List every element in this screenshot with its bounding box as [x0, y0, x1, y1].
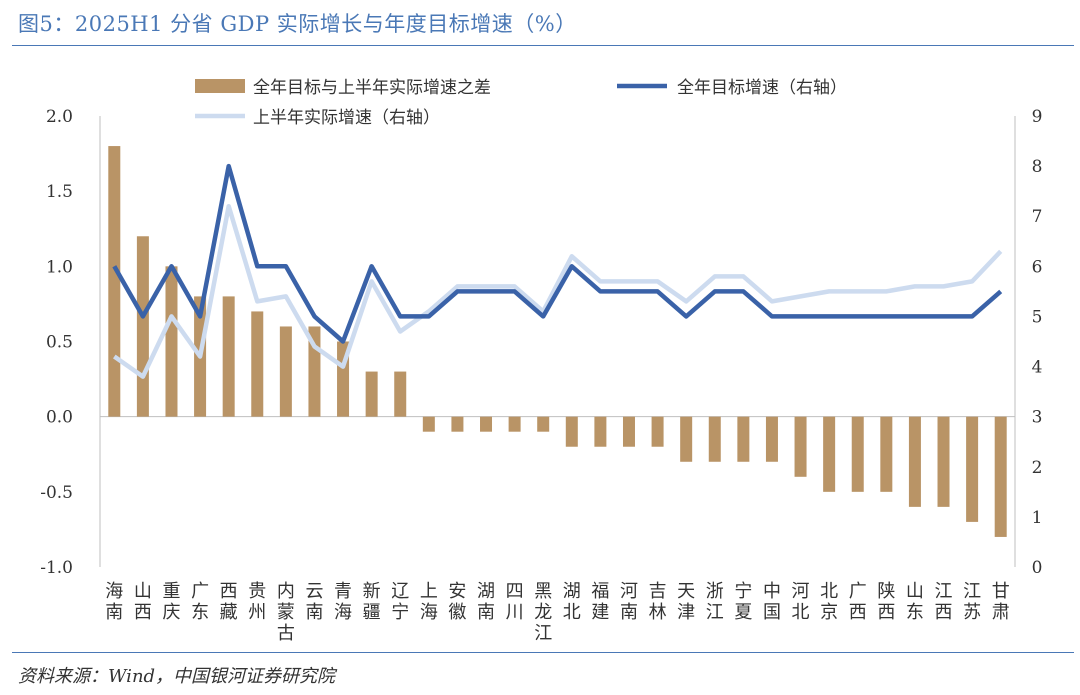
bar-广西 — [851, 416, 864, 492]
bar-内蒙古 — [279, 326, 292, 417]
x-label-陕西: 陕西 — [877, 581, 895, 623]
x-label-甘肃: 甘肃 — [992, 581, 1010, 623]
bar-安徽 — [451, 416, 464, 432]
right-tick-label: 5 — [1032, 307, 1043, 327]
bar-福建 — [594, 416, 607, 447]
x-label-西藏: 西藏 — [220, 581, 238, 623]
x-labels: 海南山西重庆广东西藏贵州内蒙古云南青海新疆辽宁上海安徽湖南四川黑龙江湖北福建河南… — [105, 581, 1009, 644]
x-label-中国: 中国 — [763, 581, 781, 623]
x-label-河北: 河北 — [792, 581, 810, 623]
right-tick-label: 7 — [1032, 207, 1043, 227]
x-label-重庆: 重庆 — [162, 581, 180, 623]
bar-江西 — [937, 416, 950, 507]
right-tick-label: 2 — [1032, 458, 1043, 478]
right-tick-label: 9 — [1032, 107, 1043, 127]
x-label-山西: 山西 — [134, 581, 152, 623]
x-label-安徽: 安徽 — [448, 581, 466, 623]
x-label-内蒙古: 内蒙古 — [277, 581, 295, 644]
bar-北京 — [823, 416, 836, 492]
x-label-山东: 山东 — [906, 581, 924, 623]
bar-辽宁 — [394, 371, 407, 417]
x-label-广西: 广西 — [849, 581, 867, 623]
x-label-黑龙江: 黑龙江 — [534, 581, 552, 644]
x-label-海南: 海南 — [105, 581, 123, 623]
legend-label-target-line: 全年目标增速（右轴） — [677, 78, 847, 98]
legend: 全年目标与上半年实际增速之差 全年目标增速（右轴） 上半年实际增速（右轴） — [195, 78, 847, 128]
bar-四川 — [508, 416, 521, 432]
footer-rule — [12, 652, 1074, 653]
x-label-福建: 福建 — [591, 581, 609, 623]
x-label-云南: 云南 — [305, 581, 323, 623]
source-note: 资料来源：Wind，中国银河证券研究院 — [18, 666, 336, 687]
x-label-广东: 广东 — [191, 581, 209, 623]
x-label-浙江: 浙江 — [706, 581, 724, 623]
x-label-江苏: 江苏 — [963, 581, 981, 623]
bar-吉林 — [651, 416, 664, 447]
x-label-青海: 青海 — [334, 581, 352, 623]
x-label-上海: 上海 — [420, 581, 438, 623]
bar-甘肃 — [994, 416, 1007, 537]
series-line-annual-target — [112, 163, 1003, 344]
bar-黑龙江 — [537, 416, 550, 432]
bar-山东 — [908, 416, 921, 507]
title-rule — [12, 45, 1074, 46]
right-tick-label: 3 — [1032, 408, 1043, 428]
x-label-辽宁: 辽宁 — [391, 581, 409, 623]
right-tick-label: 8 — [1032, 157, 1043, 177]
bar-湖南 — [480, 416, 493, 432]
bar-河北 — [794, 416, 807, 477]
x-label-江西: 江西 — [935, 581, 953, 623]
bar-江苏 — [966, 416, 979, 522]
x-label-湖南: 湖南 — [477, 581, 495, 623]
left-tick-label: 0.0 — [46, 408, 73, 428]
left-tick-label: 0.5 — [46, 333, 73, 353]
axes: 2.0 1.5 1.0 0.5 0.0 -0.5 -1.0 9 8 7 6 5 4 3 2 1 0 — [40, 107, 1042, 578]
bar-上海 — [422, 416, 435, 432]
left-tick-label: 1.5 — [46, 182, 73, 202]
legend-swatch-bar — [195, 79, 245, 93]
left-tick-label: 2.0 — [46, 107, 73, 127]
bar-宁夏 — [737, 416, 750, 462]
x-label-河南: 河南 — [620, 581, 638, 623]
bar-海南 — [108, 146, 121, 417]
x-label-湖北: 湖北 — [563, 581, 581, 623]
chart: 全年目标与上半年实际增速之差 全年目标增速（右轴） 上半年实际增速（右轴） 2.… — [40, 78, 1042, 644]
lines — [112, 163, 1003, 379]
x-label-四川: 四川 — [506, 581, 524, 623]
left-tick-label: -0.5 — [40, 483, 73, 503]
left-tick-label: -1.0 — [40, 558, 73, 578]
x-label-北京: 北京 — [820, 581, 838, 623]
bar-陕西 — [880, 416, 893, 492]
right-tick-label: 6 — [1032, 257, 1043, 277]
x-label-新疆: 新疆 — [363, 581, 381, 623]
bar-天津 — [680, 416, 693, 462]
x-label-天津: 天津 — [677, 581, 695, 623]
bar-浙江 — [708, 416, 721, 462]
bar-山西 — [136, 236, 149, 417]
right-tick-label: 0 — [1032, 558, 1043, 578]
legend-label-bar: 全年目标与上半年实际增速之差 — [253, 78, 491, 98]
bar-新疆 — [365, 371, 378, 417]
right-tick-label: 4 — [1032, 358, 1043, 378]
bar-重庆 — [165, 266, 178, 417]
series-line-h1-actual — [113, 203, 1003, 379]
bar-湖北 — [565, 416, 578, 447]
bars — [108, 146, 1007, 537]
bar-中国 — [765, 416, 778, 462]
bar-河南 — [622, 416, 635, 447]
bar-西藏 — [222, 296, 235, 417]
right-tick-label: 1 — [1032, 508, 1043, 528]
left-tick-label: 1.0 — [46, 257, 73, 277]
x-label-吉林: 吉林 — [649, 581, 667, 623]
chart-title: 图5：2025H1 分省 GDP 实际增长与年度目标增速（%） — [18, 12, 577, 36]
legend-label-h1-line: 上半年实际增速（右轴） — [253, 108, 440, 128]
bar-贵州 — [251, 311, 264, 417]
x-label-宁夏: 宁夏 — [734, 581, 752, 623]
x-label-贵州: 贵州 — [248, 581, 266, 623]
